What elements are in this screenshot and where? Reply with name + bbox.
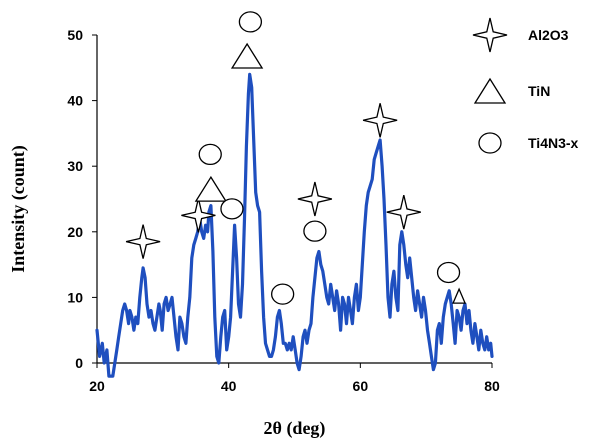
circle-marker [198, 143, 222, 166]
circle-legend-symbol [478, 132, 502, 154]
x-tick-label: 80 [484, 378, 500, 394]
x-ticks: 20 40 60 80 [89, 363, 500, 394]
y-tick-label: 10 [67, 289, 83, 305]
circle-marker [436, 261, 461, 284]
legend: Al2O3 TiN Ti4N3-x [472, 17, 579, 154]
triangle-marker [194, 175, 228, 202]
circle-marker [303, 220, 327, 242]
y-ticks: 0 10 20 30 40 50 [67, 27, 97, 371]
circle-marker [220, 198, 244, 220]
star4-marker [125, 224, 161, 259]
y-tick-label: 0 [75, 355, 83, 371]
axes [96, 35, 492, 364]
circle-marker [270, 283, 295, 305]
star4-marker [362, 103, 398, 138]
series-line [95, 72, 494, 378]
triangle-marker [452, 287, 467, 304]
y-axis-title: Intensity (count) [8, 145, 29, 273]
x-axis-title: 2θ (deg) [264, 418, 326, 439]
star4-marker [386, 194, 421, 230]
star4-legend-symbol [472, 17, 508, 53]
y-tick-label: 20 [67, 224, 83, 240]
star4-marker [181, 198, 216, 233]
triangle-legend-symbol [473, 77, 507, 104]
star4-marker [297, 181, 333, 217]
legend-label: Ti4N3-x [528, 135, 579, 151]
series-layer [95, 72, 494, 378]
y-tick-label: 50 [67, 27, 83, 43]
x-tick-label: 20 [89, 378, 105, 394]
x-tick-label: 60 [353, 378, 369, 394]
circle-marker [238, 11, 263, 33]
y-tick-label: 30 [67, 158, 83, 174]
x-tick-label: 40 [221, 378, 237, 394]
legend-label: Al2O3 [528, 27, 569, 43]
markers-layer [125, 11, 467, 305]
legend-label: TiN [528, 83, 550, 99]
y-tick-label: 40 [67, 93, 83, 109]
triangle-marker [230, 42, 264, 69]
